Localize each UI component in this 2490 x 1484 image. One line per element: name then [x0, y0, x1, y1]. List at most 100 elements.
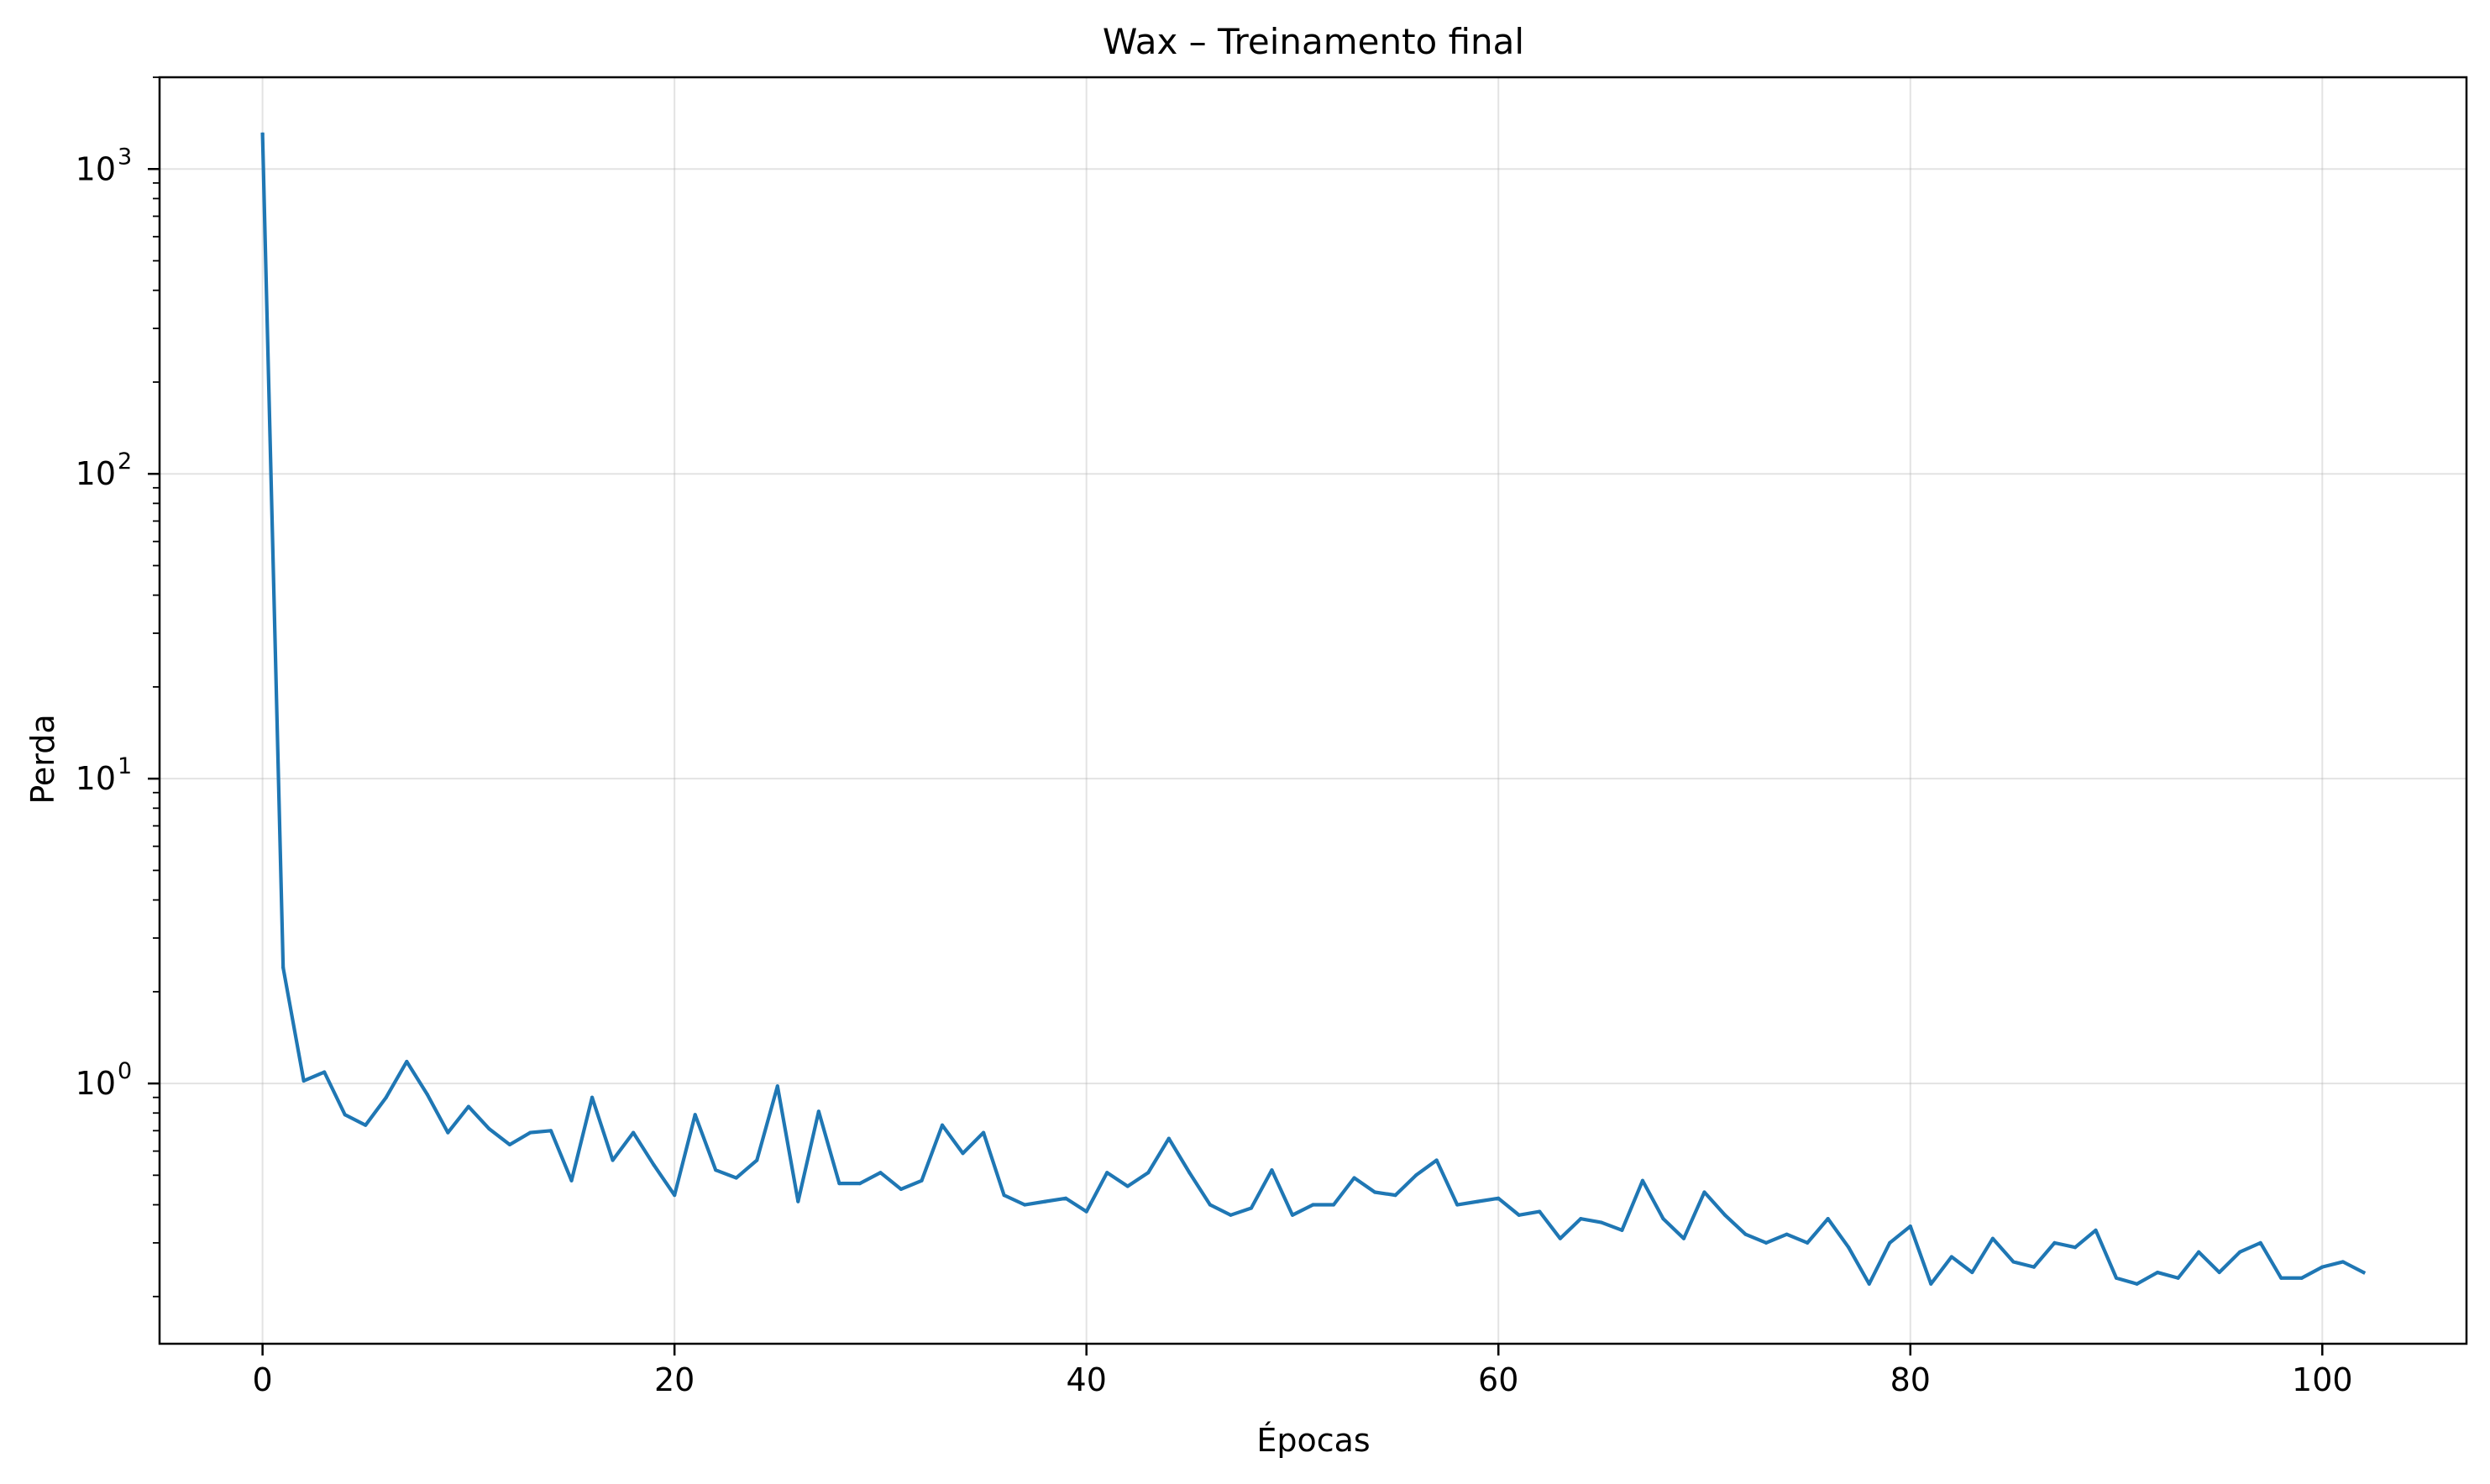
data-point: [260, 132, 265, 137]
data-point: [611, 1158, 615, 1162]
data-point: [1146, 1171, 1151, 1175]
data-point: [1888, 1240, 1892, 1245]
x-tick-label: 20: [654, 1361, 695, 1398]
data-point: [920, 1178, 924, 1182]
data-point: [1249, 1206, 1254, 1210]
data-point: [2011, 1260, 2016, 1264]
data-point: [425, 1093, 429, 1097]
data-point: [2114, 1276, 2119, 1280]
data-point: [1867, 1282, 1871, 1286]
data-point: [1640, 1178, 1645, 1182]
data-point: [1599, 1220, 1603, 1224]
data-point: [2279, 1276, 2283, 1280]
series-points: [260, 132, 2366, 1286]
x-tick-label: 80: [1890, 1361, 1931, 1398]
data-point: [1166, 1136, 1171, 1141]
data-point: [466, 1104, 471, 1109]
x-axis-ticks: 0 20 40 60 80 100: [253, 1344, 2353, 1398]
data-point: [652, 1163, 656, 1167]
data-point: [281, 965, 286, 970]
data-point: [2155, 1270, 2160, 1275]
x-axis-label: Épocas: [1256, 1422, 1370, 1459]
data-point: [1722, 1213, 1727, 1217]
data-point: [1105, 1171, 1109, 1175]
data-point: [1372, 1190, 1377, 1194]
data-point: [548, 1129, 553, 1133]
data-point: [2217, 1270, 2221, 1275]
y-tick-label-exponent: 1: [118, 753, 132, 779]
data-point: [1538, 1209, 1542, 1214]
y-tick-label-base: 10: [76, 760, 116, 797]
data-point: [1702, 1190, 1706, 1194]
data-point: [857, 1182, 862, 1186]
data-point: [1208, 1203, 1212, 1207]
data-point: [1064, 1196, 1068, 1200]
y-axis-label: Perda: [24, 714, 61, 804]
y-tick-label: 10 3: [76, 144, 133, 187]
data-point: [1290, 1213, 1295, 1217]
data-point: [1331, 1203, 1336, 1207]
data-point: [1043, 1199, 1047, 1203]
data-point: [1579, 1217, 1583, 1221]
data-point: [1455, 1203, 1460, 1207]
data-point: [1414, 1173, 1418, 1177]
y-tick-label-base: 10: [76, 455, 116, 492]
data-point: [322, 1070, 327, 1074]
data-point: [2176, 1276, 2180, 1280]
y-minor-ticks: [153, 76, 160, 1298]
data-point: [1125, 1184, 1130, 1188]
data-point: [693, 1113, 697, 1117]
data-point: [301, 1078, 306, 1083]
data-point: [2299, 1276, 2304, 1280]
data-point: [714, 1168, 718, 1172]
data-point: [1352, 1176, 1356, 1180]
data-point: [1908, 1224, 1912, 1229]
y-tick-label-base: 10: [76, 1065, 116, 1102]
data-point: [1023, 1203, 1027, 1207]
y-tick-label-base: 10: [76, 150, 116, 187]
data-point: [343, 1113, 347, 1117]
data-point: [755, 1158, 759, 1162]
data-point: [1929, 1282, 1933, 1286]
data-point: [1661, 1217, 1665, 1221]
data-point: [528, 1130, 532, 1135]
data-point: [1970, 1270, 1974, 1275]
data-point: [1517, 1213, 1521, 1217]
data-point: [1990, 1236, 1995, 1240]
data-point: [981, 1130, 986, 1135]
data-point: [1826, 1217, 1830, 1221]
data-point: [961, 1151, 965, 1156]
data-point: [1681, 1236, 1686, 1240]
data-point: [1847, 1245, 1851, 1250]
x-tick-label: 100: [2292, 1361, 2353, 1398]
data-point: [2073, 1245, 2078, 1250]
data-point: [1764, 1240, 1769, 1245]
data-point: [1434, 1158, 1439, 1162]
data-point: [2094, 1228, 2098, 1232]
data-point: [899, 1187, 904, 1192]
data-point: [2031, 1265, 2037, 1269]
data-point: [1558, 1236, 1562, 1240]
series-layer: [260, 132, 2367, 1286]
data-point: [2362, 1270, 2366, 1275]
x-tick-label: 0: [253, 1361, 273, 1398]
data-point: [2341, 1260, 2345, 1264]
data-point: [2135, 1282, 2139, 1286]
y-tick-label: 10 2: [76, 448, 133, 492]
data-point: [2258, 1240, 2262, 1245]
grid: [160, 77, 2466, 1344]
chart-title: Wax – Treinamento final: [1103, 21, 1524, 62]
data-point: [2238, 1250, 2242, 1254]
data-point: [940, 1123, 945, 1127]
data-point: [2197, 1250, 2201, 1254]
data-point: [1476, 1199, 1480, 1203]
data-point: [816, 1109, 820, 1114]
data-point: [1785, 1232, 1789, 1236]
y-tick-label-exponent: 2: [118, 448, 132, 475]
data-point: [673, 1193, 677, 1198]
data-point: [1311, 1203, 1315, 1207]
y-tick-label: 10 0: [76, 1058, 133, 1102]
